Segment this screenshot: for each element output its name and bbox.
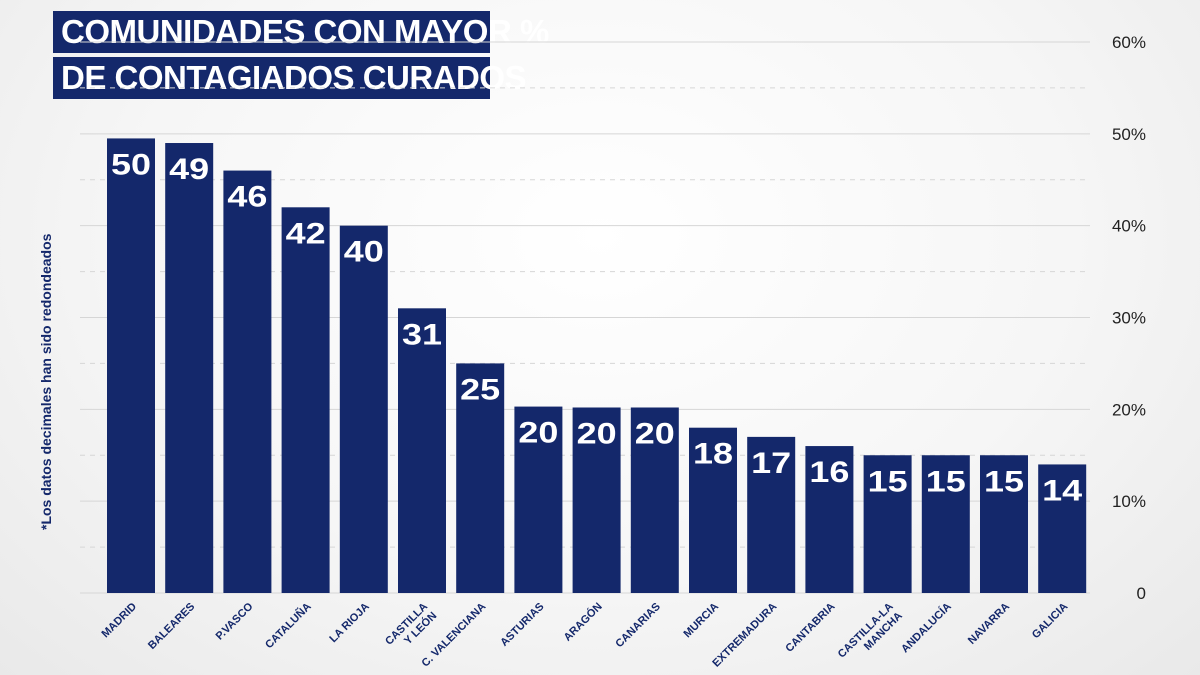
bar <box>456 363 505 593</box>
data-label: 15 <box>868 465 908 498</box>
data-label: 50 <box>111 148 151 181</box>
data-label: 17 <box>751 447 791 480</box>
data-label: 46 <box>227 181 267 214</box>
data-label: 20 <box>635 417 675 450</box>
x-tick-label: MURCIA <box>682 601 722 641</box>
x-tick-label: CATALUÑA <box>262 600 313 651</box>
y-tick-label: 30% <box>1112 309 1146 328</box>
data-label: 14 <box>1042 474 1082 507</box>
chart-title-line-1: COMUNIDADES CON MAYOR % <box>53 11 549 53</box>
bar <box>572 407 621 593</box>
x-tick-label: NAVARRA <box>966 601 1012 647</box>
x-tick-label: CANARIAS <box>613 601 663 651</box>
x-tick-label: MADRID <box>100 601 140 641</box>
bar <box>630 407 679 593</box>
x-tick-label: BALEARES <box>146 601 197 652</box>
data-label: 20 <box>577 417 617 450</box>
x-tick-label: GALICIA <box>1030 601 1070 641</box>
bar <box>339 225 388 593</box>
y-tick-label: 60% <box>1112 33 1146 52</box>
data-label: 42 <box>286 217 326 250</box>
bar <box>1038 464 1087 593</box>
y-tick-label: 50% <box>1112 125 1146 144</box>
data-label: 40 <box>344 236 384 269</box>
x-tick-label: ANDALUCÍA <box>898 600 953 655</box>
data-label: 15 <box>984 465 1024 498</box>
bar <box>805 446 854 593</box>
y-tick-label: 0 <box>1137 584 1146 603</box>
x-tick-label: ASTURIAS <box>498 601 546 649</box>
bar <box>689 427 737 593</box>
bar <box>514 406 563 593</box>
x-tick-label: CASTILLA-LAMANCHA <box>836 601 905 670</box>
bar <box>281 207 330 594</box>
chart-title-line-2: DE CONTAGIADOS CURADOS <box>53 57 527 99</box>
x-tick-label: CANTABRIA <box>783 601 837 655</box>
x-tick-label: ARAGÓN <box>561 600 605 644</box>
data-label: 31 <box>402 318 442 351</box>
x-tick-label: EXTREMADURA <box>710 601 779 670</box>
axis-layer: 0 10% 20% 30% 40% 50% 60% <box>1112 33 1146 603</box>
bar <box>107 138 155 594</box>
bar <box>398 308 446 593</box>
data-label: 20 <box>518 417 558 450</box>
data-label: 18 <box>693 438 733 471</box>
y-tick-label: 20% <box>1112 400 1146 419</box>
bar <box>747 436 796 593</box>
bar <box>921 455 970 593</box>
bar <box>165 143 214 593</box>
bar <box>863 455 912 593</box>
bar <box>223 170 272 594</box>
data-label: 15 <box>926 465 966 498</box>
bar-layer <box>107 138 1087 594</box>
y-tick-label: 40% <box>1112 217 1146 236</box>
data-label: 49 <box>169 153 209 186</box>
x-tick-label: LA RIOJA <box>327 601 372 646</box>
data-label: 16 <box>809 456 849 489</box>
bar <box>980 455 1028 593</box>
data-label: 25 <box>460 373 500 406</box>
x-tick-label: P.VASCO <box>214 600 256 642</box>
y-tick-label: 10% <box>1112 492 1146 511</box>
